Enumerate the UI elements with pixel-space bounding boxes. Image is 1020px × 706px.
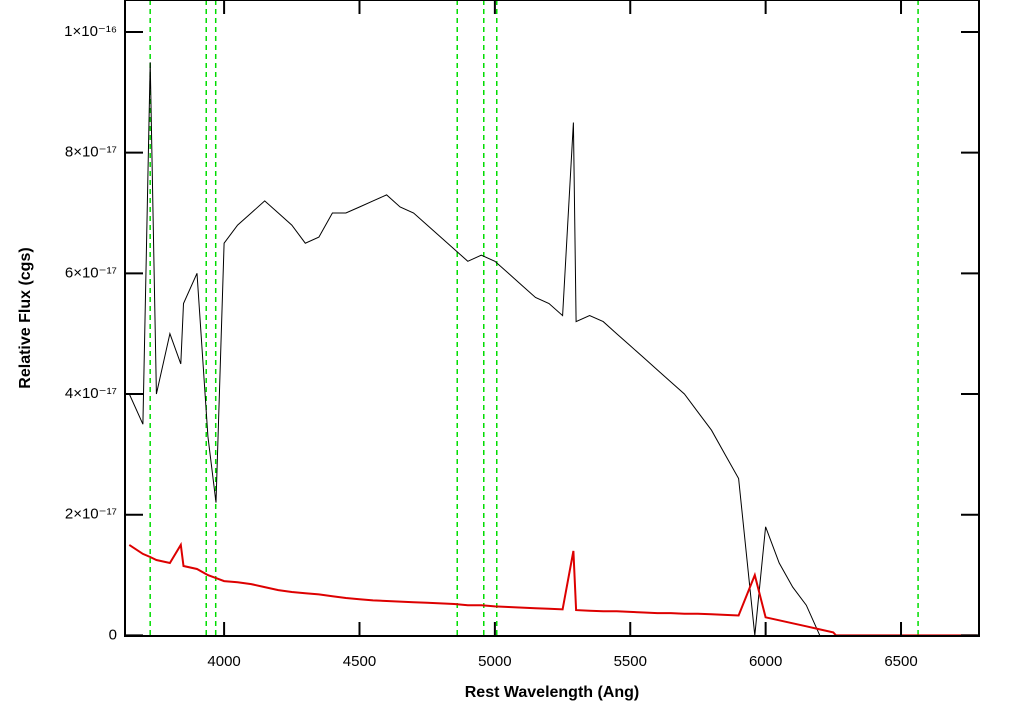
y-tick-label: 2×10⁻¹⁷ <box>65 506 117 523</box>
x-tick-label: 6000 <box>749 653 782 670</box>
x-tick-label: 5500 <box>614 653 647 670</box>
x-axis-label: Rest Wavelength (Ang) <box>465 684 640 701</box>
x-tick-label: 4000 <box>207 653 240 670</box>
x-tick-label: 6500 <box>884 653 917 670</box>
x-tick-label: 5000 <box>478 653 511 670</box>
y-tick-label: 4×10⁻¹⁷ <box>65 385 117 402</box>
y-tick-label: 8×10⁻¹⁷ <box>65 144 117 161</box>
series-line <box>128 541 977 636</box>
x-tick-label: 4500 <box>343 653 376 670</box>
plot-frame <box>124 0 980 637</box>
y-tick-label: 6×10⁻¹⁷ <box>65 264 117 281</box>
y-tick-label: 0 <box>109 626 117 643</box>
y-axis-label: Relative Flux (cgs) <box>17 247 34 388</box>
y-tick-label: 1×10⁻¹⁶ <box>64 23 117 40</box>
series-line <box>128 62 821 636</box>
